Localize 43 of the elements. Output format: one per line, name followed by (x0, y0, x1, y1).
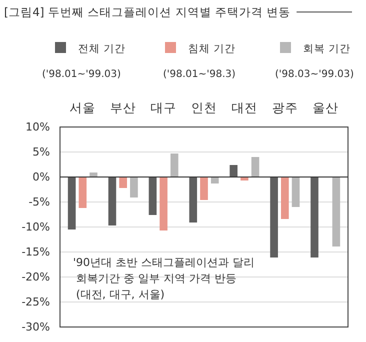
y-tick-label: -25% (22, 296, 50, 309)
bar (108, 177, 116, 226)
x-tick-label: 대구 (150, 100, 177, 115)
text: ('98.01~'98.3) (163, 69, 236, 80)
y-tick-label: -15% (22, 246, 50, 259)
x-tick-label: 인천 (191, 100, 217, 115)
legend-label: 전체 기간 (78, 43, 126, 55)
chart-title: [그림4] 두번째 스태그플레이션 지역별 주택가격 변동 (4, 5, 291, 19)
bar (170, 154, 178, 177)
bar (78, 177, 87, 208)
bar (200, 177, 208, 200)
annotation: '90년대 초반 스태그플레이션과 달리 회복기간 중 일부 지역 가격 반등 (대전, 대구, 서울) (73, 256, 255, 301)
y-tick-label: 10% (26, 120, 50, 134)
bar (280, 177, 289, 219)
text: ('98.01~'99.03) (42, 69, 122, 80)
bar (68, 177, 76, 230)
bar (119, 177, 128, 188)
bar (310, 177, 318, 258)
bar (230, 165, 238, 177)
y-tick-label: 5% (32, 146, 50, 159)
bar (251, 157, 260, 177)
x-tick-label: 대전 (231, 100, 258, 115)
x-tick-label: 광주 (272, 100, 298, 115)
bar (130, 177, 138, 198)
bar (148, 177, 157, 215)
x-tick-label: 서울 (70, 100, 96, 115)
y-tick-label: -5% (28, 196, 50, 209)
bar (210, 177, 219, 184)
bar (270, 177, 278, 258)
x-tick-label: 부산 (110, 100, 136, 115)
x-tick-label: 울산 (312, 100, 338, 115)
bar (292, 177, 300, 207)
bar (90, 172, 98, 177)
y-tick-label: -30% (22, 320, 50, 334)
bar (189, 177, 198, 222)
y-tick-label: 0% (32, 170, 50, 184)
legend-label: 회복 기간 (303, 43, 350, 55)
bar (160, 177, 168, 230)
legend-label: 침체 기간 (188, 43, 236, 55)
y-tick-label: -10% (22, 220, 50, 234)
bar (332, 177, 340, 246)
y-tick-label: -20% (22, 270, 50, 284)
text: ('98.03~'99.03) (275, 69, 354, 80)
